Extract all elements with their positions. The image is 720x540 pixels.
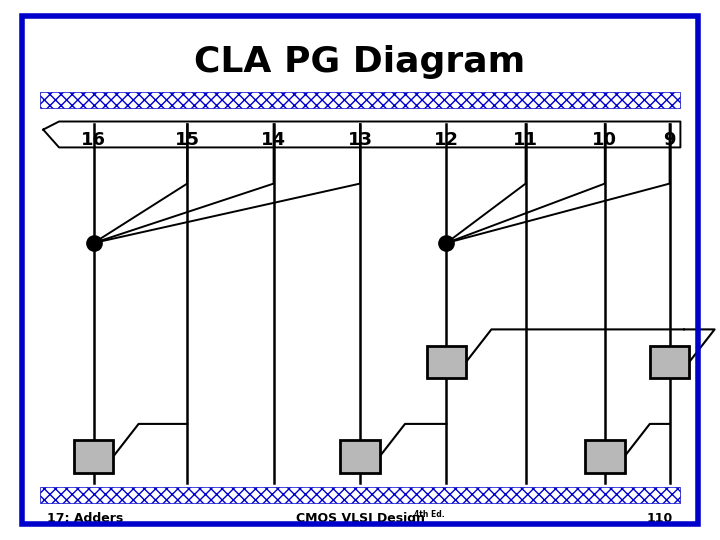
Text: 14: 14 bbox=[261, 131, 286, 150]
Bar bbox=[340, 440, 380, 472]
Text: 17: Adders: 17: Adders bbox=[47, 512, 123, 525]
Bar bbox=[650, 346, 690, 378]
Text: 9: 9 bbox=[663, 131, 676, 150]
Text: CLA PG Diagram: CLA PG Diagram bbox=[194, 45, 526, 79]
Text: CMOS VLSI Design: CMOS VLSI Design bbox=[295, 512, 425, 525]
Bar bbox=[74, 440, 114, 472]
Bar bbox=[40, 487, 680, 503]
Text: 11: 11 bbox=[513, 131, 538, 150]
Text: 16: 16 bbox=[81, 131, 106, 150]
Text: 13: 13 bbox=[348, 131, 372, 150]
Text: 15: 15 bbox=[175, 131, 199, 150]
Bar bbox=[426, 346, 467, 378]
Text: 4th Ed.: 4th Ed. bbox=[414, 510, 445, 518]
Bar bbox=[585, 440, 625, 472]
Text: 10: 10 bbox=[593, 131, 617, 150]
Text: 110: 110 bbox=[647, 512, 673, 525]
Text: 12: 12 bbox=[434, 131, 459, 150]
Bar bbox=[40, 92, 680, 108]
